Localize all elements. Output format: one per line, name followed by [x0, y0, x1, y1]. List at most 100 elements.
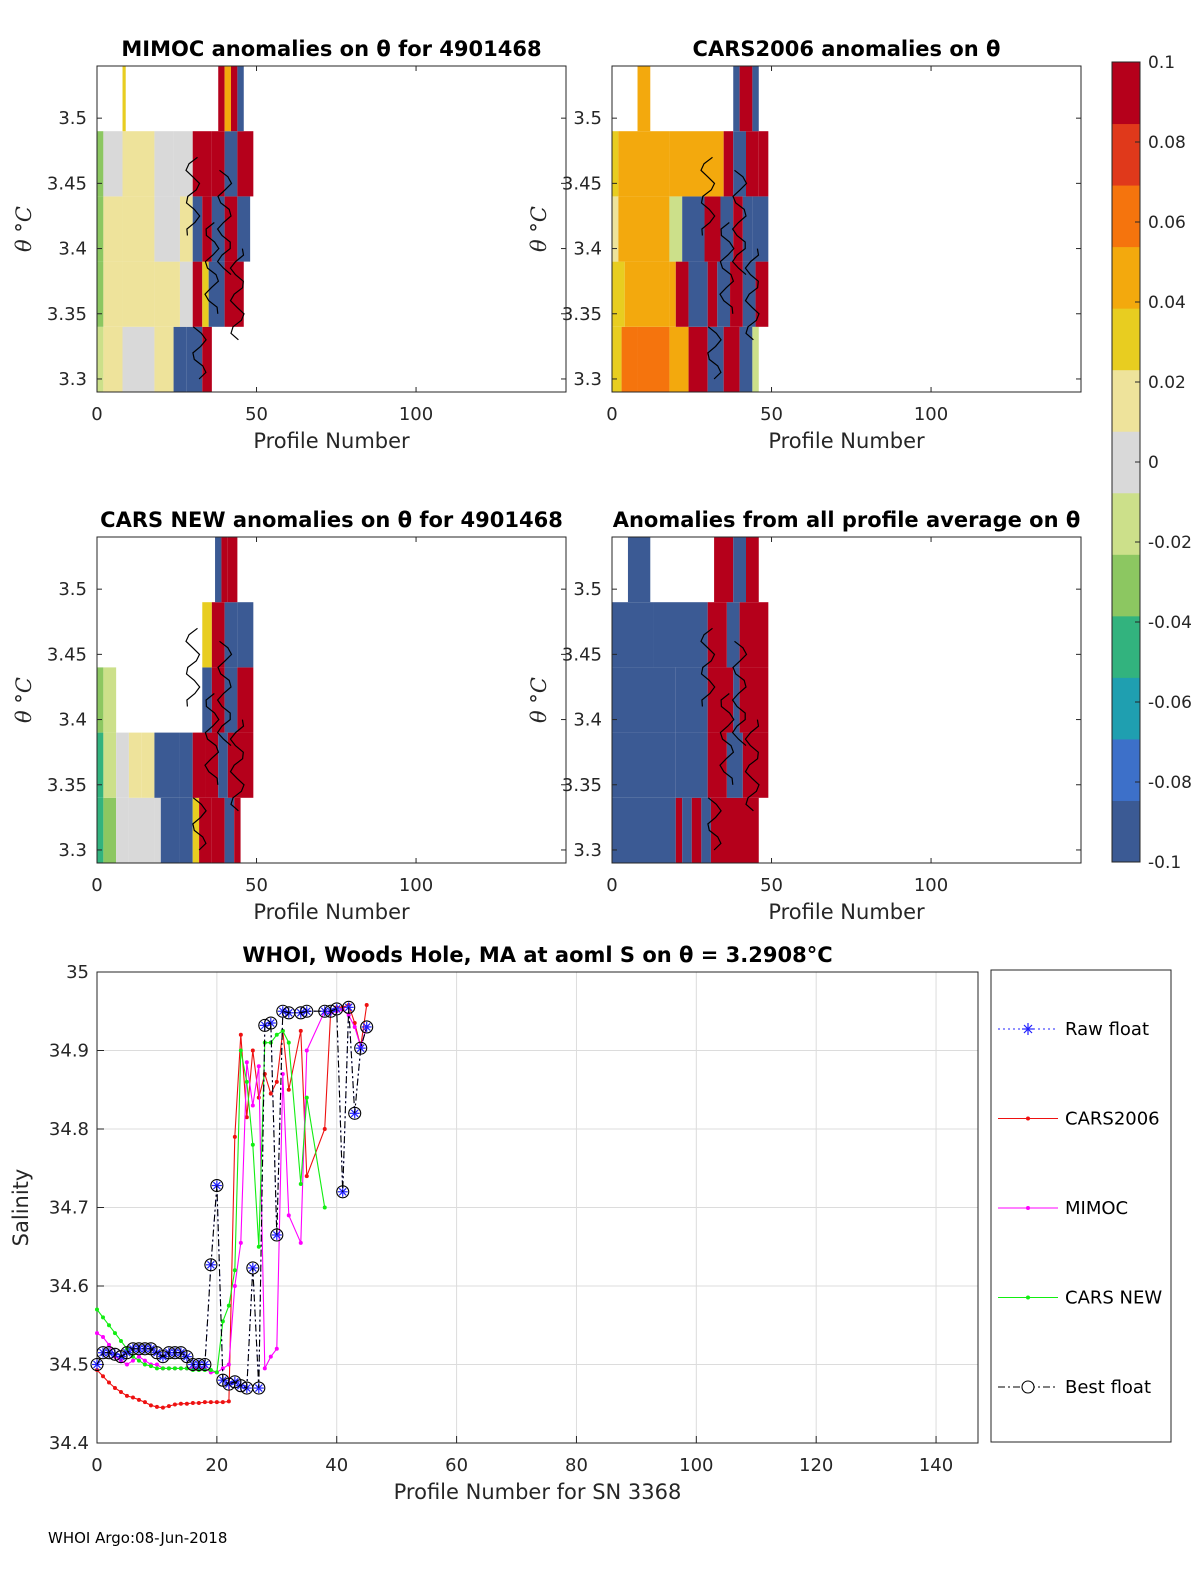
data-point [95, 1331, 99, 1336]
data-point [226, 1362, 231, 1367]
heatmap-cell [612, 131, 619, 197]
y-tick-label: 3.5 [573, 579, 602, 600]
y-tick-label: 3.4 [573, 710, 602, 731]
y-tick-label: 3.4 [58, 710, 87, 731]
heatmap-cell [618, 131, 670, 197]
legend-item: CARS2006 [998, 1109, 1160, 1130]
panel-title: CARS NEW anomalies on θ for 4901468 [100, 508, 563, 532]
legend-item: MIMOC [998, 1198, 1128, 1219]
heatmap-cell [202, 667, 212, 733]
legend-marker [1026, 1295, 1030, 1300]
heatmap-cell [675, 667, 708, 733]
colorbar-tick-label: 0.1 [1148, 53, 1175, 73]
contour-line [707, 797, 722, 851]
heatmap-cell [141, 732, 155, 798]
x-tick-label: 100 [914, 875, 948, 896]
data-point [342, 1000, 356, 1014]
heatmap-cell [103, 797, 117, 863]
heatmap-cell [192, 261, 203, 327]
data-point [304, 1095, 309, 1100]
star-stroke [123, 1348, 131, 1357]
heatmap-cell [173, 326, 187, 392]
data-point [90, 1357, 104, 1372]
heatmap-cell [215, 537, 222, 603]
data-point [166, 1366, 171, 1371]
data-point [192, 1357, 206, 1372]
x-tick-label: 60 [445, 1455, 468, 1476]
heatmap-cell [755, 261, 769, 327]
colorbar-tick-label: 0.02 [1148, 373, 1186, 393]
data-point [220, 1366, 225, 1371]
heatmap-cell [97, 667, 104, 733]
data-point [232, 1284, 237, 1288]
heatmap-cell [103, 667, 117, 733]
colorbar-tick-label: -0.08 [1148, 773, 1192, 793]
data-point [276, 1004, 290, 1018]
x-tick-label: 100 [679, 1455, 713, 1476]
heatmap-cell [612, 732, 676, 798]
data-point [214, 1400, 219, 1405]
contour-lines [700, 627, 760, 851]
y-tick-label: 3.3 [58, 840, 87, 861]
heatmap-cell [97, 326, 104, 392]
heatmap-cell [97, 797, 104, 863]
panel-mimoc: 0 50 100 3.3 3.35 3.4 3.45 3.5 Profile Number θ °… [12, 37, 567, 453]
data-point [118, 1338, 123, 1343]
data-point [102, 1346, 116, 1360]
heatmap-cell [717, 261, 731, 327]
heatmap-cell [682, 797, 692, 863]
heatmap-cell [192, 797, 200, 863]
x-axis-label: Profile Number [253, 900, 410, 924]
data-point [271, 1229, 282, 1240]
heatmap-cell [682, 196, 705, 262]
heatmap-cell [192, 131, 212, 197]
heatmap-cell [733, 131, 746, 197]
x-tick-label: 50 [760, 875, 783, 896]
heatmap-cell [224, 602, 238, 668]
contour-line [744, 719, 760, 812]
heatmap-cell [691, 797, 702, 863]
colorbar-tick-label: 0.08 [1148, 133, 1186, 153]
y-tick-label: 3.3 [573, 369, 602, 390]
colorbar-swatch [1112, 246, 1140, 309]
heatmap-cell [205, 732, 219, 798]
heatmap-cell [612, 602, 654, 668]
colorbar-swatch [1112, 185, 1140, 248]
data-point [250, 1048, 255, 1053]
legend-marker [1021, 1380, 1035, 1394]
y-tick-label: 3.4 [58, 239, 87, 260]
heatmap-cell [612, 667, 676, 733]
heatmap-cell [224, 66, 231, 132]
data-point [106, 1380, 111, 1385]
data-point [256, 1244, 261, 1249]
y-axis-label: Salinity [9, 1169, 33, 1247]
star-stroke [254, 1384, 263, 1392]
data-point [268, 1091, 273, 1096]
heatmap-cell [723, 326, 740, 392]
contour-line [700, 627, 716, 707]
data-point [160, 1405, 165, 1410]
heatmap-cell [224, 667, 238, 733]
data-point [202, 1400, 207, 1405]
data-point [184, 1401, 189, 1406]
heatmap-cell [675, 732, 708, 798]
y-tick-label: 3.45 [47, 173, 87, 194]
data-point [190, 1400, 195, 1405]
heatmap-cell [752, 326, 759, 392]
legend-label: Raw float [1065, 1019, 1149, 1040]
colorbar-tick-label: -0.1 [1148, 853, 1181, 873]
heatmap-cell [154, 797, 161, 863]
x-tick-label: 100 [399, 875, 433, 896]
heatmap-cell [97, 732, 104, 798]
heatmap-cell [122, 66, 126, 132]
x-tick-label: 0 [91, 875, 102, 896]
data-point [204, 1258, 218, 1272]
data-point [106, 1323, 111, 1328]
heatmap-cell [726, 602, 740, 668]
data-point [274, 1079, 279, 1084]
data-point [142, 1358, 147, 1363]
contour-line [719, 222, 735, 314]
heatmap-cell [116, 797, 129, 863]
data-point [298, 1240, 303, 1245]
